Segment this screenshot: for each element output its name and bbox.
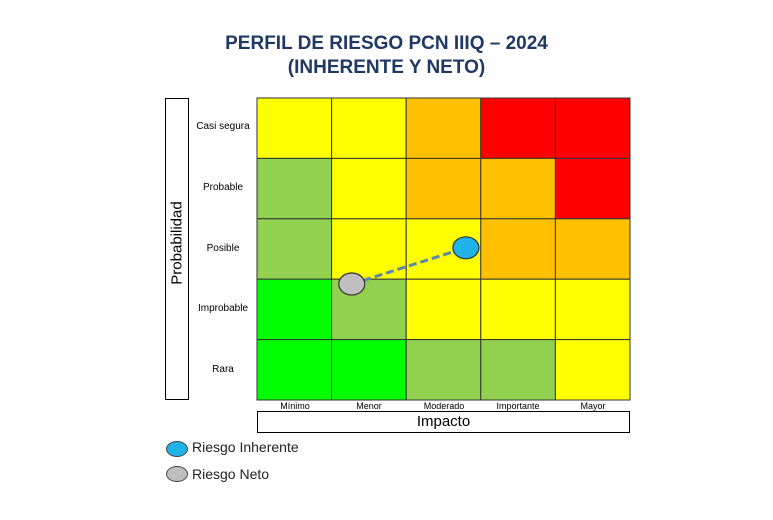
heat-cell-casi-segura-menor [331,97,407,159]
legend-marker-inherente [166,441,188,457]
y-axis-box [165,98,189,400]
row-label-casi-segura: Casi segura [196,121,250,132]
heat-cell-probable-importante [480,157,556,220]
row-label-posible: Posible [206,243,240,254]
col-label-moderado: Moderado [423,401,465,411]
heat-cell-rara-moderado [405,339,482,401]
legend-label-neto: Riesgo Neto [192,466,270,482]
col-label-mayor: Mayor [580,401,606,411]
heat-cell-posible-mayor [554,218,631,280]
heat-cell-probable-mayor [554,157,631,220]
heat-cell-improbable-mayor [554,278,631,341]
x-axis-label: Impacto [416,413,471,430]
heat-cell-casi-segura-mayor [554,97,631,159]
heat-cell-posible-importante [480,218,556,280]
heat-cell-improbable-importante [480,278,556,341]
risk-connector-line [351,246,467,286]
heat-cell-rara-importante [480,339,556,401]
heat-cell-probable-menor [331,157,407,220]
legend-marker-neto [166,466,188,482]
heat-cell-rara-menor [331,339,407,401]
row-label-improbable: Improbable [197,303,249,314]
heat-cell-casi-segura-moderado [405,97,482,159]
heat-cell-probable-minimo [256,157,333,220]
heat-cell-casi-segura-minimo [256,97,333,159]
col-label-minimo: Mínimo [280,401,310,411]
heat-cell-rara-mayor [554,339,631,401]
heat-cell-rara-minimo [256,339,333,401]
heat-cell-posible-menor [331,218,407,280]
row-label-probable: Probable [202,182,244,193]
chart-subtitle: (INHERENTE Y NETO) [287,57,486,78]
heat-cell-improbable-minimo [256,278,333,341]
col-label-menor: Menor [356,401,382,411]
heat-cell-improbable-menor [331,278,407,341]
col-label-importante: Importante [496,401,540,411]
row-label-rara: Rara [212,364,234,375]
heat-cell-improbable-moderado [405,278,482,341]
heat-cell-posible-minimo [256,218,333,280]
point-riesgo-inherente [452,236,480,260]
heat-cell-probable-moderado [405,157,482,220]
legend-label-inherente: Riesgo Inherente [192,439,299,455]
point-riesgo-neto [338,272,366,296]
chart-title: PERFIL DE RIESGO PCN IIIQ – 2024 [225,33,548,54]
x-axis-box [257,411,630,433]
heat-cell-casi-segura-importante [480,97,556,159]
